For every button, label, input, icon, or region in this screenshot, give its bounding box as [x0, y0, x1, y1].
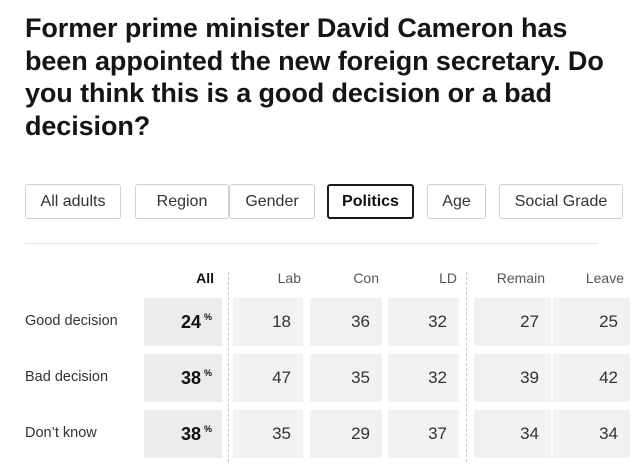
- column-header-ld: LD: [439, 270, 457, 286]
- question-title: Former prime minister David Cameron has …: [25, 13, 604, 141]
- table-cell: 42: [553, 354, 630, 402]
- table-cell: 35: [310, 354, 382, 402]
- column-header-lab: Lab: [277, 270, 301, 286]
- all-value: 24: [180, 311, 201, 332]
- table-cell: 34: [553, 410, 630, 458]
- divider: [25, 243, 598, 244]
- tab-region[interactable]: Region: [135, 184, 229, 219]
- percent-sign: %: [203, 424, 212, 434]
- group-separator: [228, 272, 229, 462]
- cell-all: 24%: [144, 298, 222, 346]
- all-value: 38: [180, 367, 201, 388]
- row-label-dont-know: Don’t know: [25, 425, 97, 441]
- tab-politics[interactable]: Politics: [327, 184, 414, 219]
- tab-social-grade[interactable]: Social Grade: [499, 184, 623, 219]
- table-cell: 25: [553, 298, 630, 346]
- group-separator: [466, 272, 467, 462]
- percent-sign: %: [203, 312, 212, 322]
- table-cell: 34: [474, 410, 551, 458]
- table-cell: 47: [233, 354, 303, 402]
- table-cell: 18: [233, 298, 303, 346]
- row-label-good-decision: Good decision: [25, 313, 118, 329]
- column-header-con: Con: [353, 270, 379, 286]
- cell-all: 38%: [144, 410, 222, 458]
- table-cell: 32: [388, 354, 459, 402]
- table-cell: 35: [233, 410, 303, 458]
- column-header-all: All: [196, 270, 214, 286]
- table-cell: 32: [388, 298, 459, 346]
- tab-all-adults[interactable]: All adults: [25, 184, 121, 219]
- row-label-bad-decision: Bad decision: [25, 369, 109, 385]
- all-value: 38: [180, 423, 201, 444]
- table-cell: 37: [388, 410, 459, 458]
- tab-age[interactable]: Age: [427, 184, 486, 219]
- percent-sign: %: [203, 368, 212, 378]
- table-cell: 29: [310, 410, 382, 458]
- table-cell: 27: [474, 298, 551, 346]
- table-cell: 36: [310, 298, 382, 346]
- column-header-leave: Leave: [585, 270, 624, 286]
- cell-all: 38%: [144, 354, 222, 402]
- column-header-remain: Remain: [496, 270, 545, 286]
- tab-gender[interactable]: Gender: [229, 184, 315, 219]
- table-cell: 39: [474, 354, 551, 402]
